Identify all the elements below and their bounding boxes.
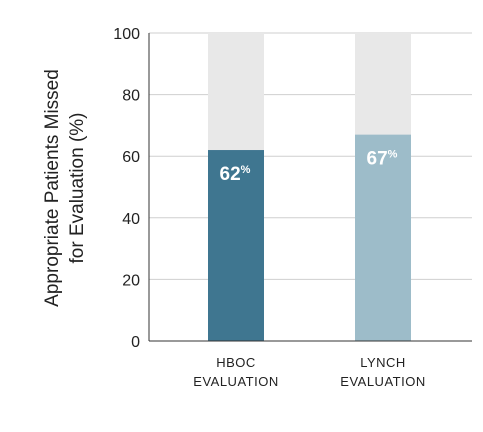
x-category-labels: HBOC EVALUATION LYNCH EVALUATION [193, 355, 425, 389]
data-labels: 62%67% [220, 149, 398, 185]
y-axis-label: Appropriate Patients Missed for Evaluati… [42, 69, 88, 307]
x-category-label: EVALUATION [193, 374, 278, 389]
x-category-label: EVALUATION [340, 374, 425, 389]
y-tick-label: 60 [122, 149, 140, 166]
y-tick-label: 20 [122, 272, 140, 289]
bar [208, 150, 264, 341]
axes [148, 33, 472, 342]
x-category-label: LYNCH [360, 355, 406, 370]
gridlines [149, 32, 472, 280]
data-label-number: 67 [367, 149, 388, 170]
bar [355, 134, 411, 341]
data-label-unit: % [241, 164, 251, 176]
y-tick-label: 100 [113, 26, 140, 43]
y-axis-label-line-2: for Evaluation (%) [67, 112, 88, 263]
y-axis-label-line-1: Appropriate Patients Missed [42, 69, 63, 307]
data-label-number: 62 [220, 164, 241, 185]
y-tick-label: 80 [122, 88, 140, 105]
data-label-unit: % [388, 149, 398, 161]
data-label: 62% [220, 164, 251, 185]
y-tick-label: 0 [131, 334, 140, 351]
data-bars [208, 134, 411, 341]
x-category-label: HBOC [216, 355, 256, 370]
y-tick-label: 40 [122, 211, 140, 228]
data-label: 67% [367, 149, 398, 170]
y-tick-labels: 0 20 40 60 80 100 [113, 26, 140, 351]
